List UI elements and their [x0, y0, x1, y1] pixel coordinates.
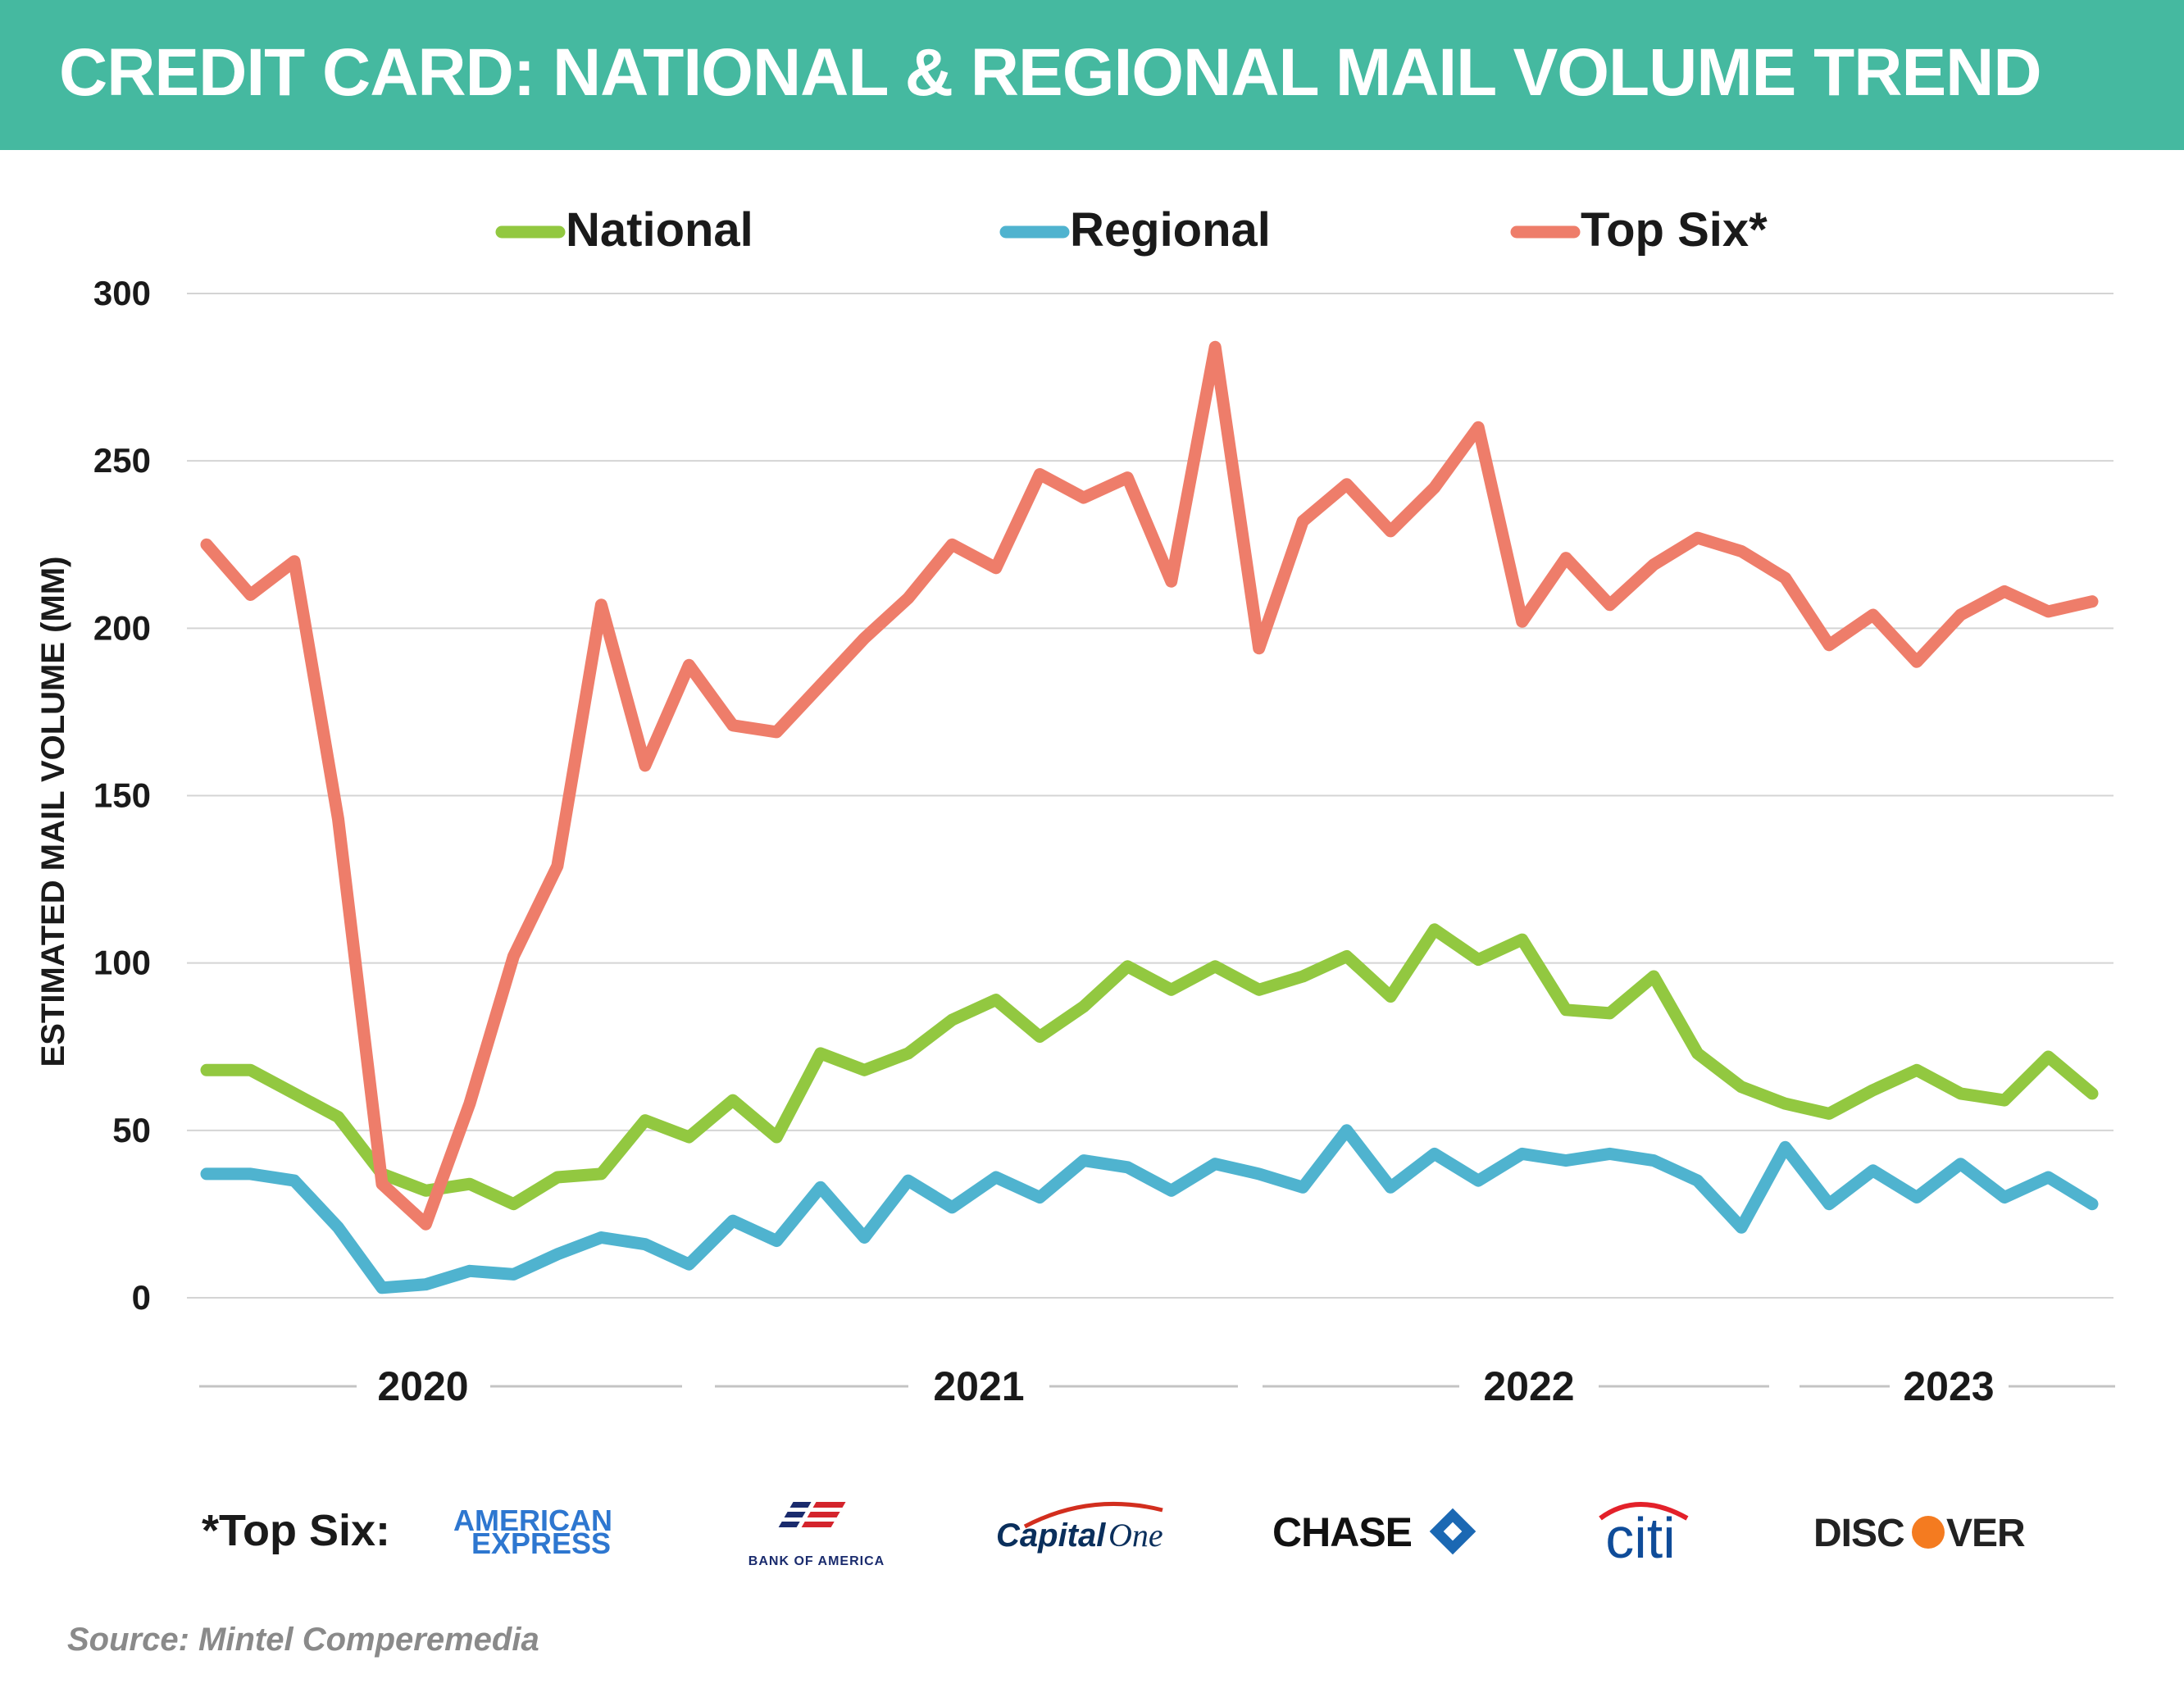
discover-logo: DISC VER	[1813, 1512, 2026, 1555]
y-tick-label: 50	[112, 1111, 151, 1149]
top-six-label: *Top Six:	[202, 1506, 390, 1555]
series-line-national	[200, 923, 2099, 1211]
chase-octagon-icon	[1429, 1508, 1476, 1555]
y-tick-label: 250	[93, 441, 151, 480]
source-note: Source: Mintel Comperemedia	[67, 1622, 539, 1658]
boa-flag-icon	[778, 1502, 846, 1527]
discover-wordmark-part1: DISC	[1813, 1512, 1904, 1555]
chase-wordmark: CHASE	[1272, 1509, 1412, 1555]
top-six-footnote: *Top Six: AMERICAN EXPRESS BANK OF AMERI…	[202, 1501, 2026, 1570]
one-wordmark: One	[1108, 1517, 1163, 1554]
y-tick-label: 200	[93, 608, 151, 647]
y-tick-label: 0	[132, 1278, 151, 1317]
legend: National Regional Top Six*	[495, 203, 1768, 257]
y-tick-label: 150	[93, 776, 151, 815]
amex-line2: EXPRESS	[471, 1526, 611, 1560]
series-line-regional	[200, 1124, 2099, 1294]
discover-wordmark-part2: VER	[1946, 1512, 2025, 1555]
capital-one-logo: Capital One	[996, 1501, 1163, 1554]
legend-regional-label: Regional	[1070, 203, 1271, 257]
title-banner: CREDIT CARD: NATIONAL & REGIONAL MAIL VO…	[0, 0, 2184, 150]
year-label: 2020	[377, 1363, 468, 1409]
discover-o-icon	[1912, 1516, 1945, 1549]
boa-wordmark: BANK OF AMERICA	[748, 1554, 885, 1568]
amex-line1: AMERICAN	[453, 1504, 612, 1537]
citi-logo: citi	[1599, 1502, 1689, 1570]
chart-title: CREDIT CARD: NATIONAL & REGIONAL MAIL VO…	[59, 35, 2042, 110]
chase-logo: CHASE	[1272, 1508, 1476, 1555]
y-tick-label: 300	[93, 274, 151, 312]
series-line-top-six	[200, 340, 2099, 1231]
y-axis-title: ESTIMATED MAIL VOLUME (MM)	[35, 557, 71, 1067]
year-label: 2023	[1903, 1363, 1994, 1409]
y-tick-label: 100	[93, 944, 151, 982]
legend-topsix-label: Top Six*	[1581, 203, 1768, 257]
year-label: 2022	[1483, 1363, 1574, 1409]
year-axis: 2020 2021 2022 2023	[199, 1363, 2115, 1409]
year-label: 2021	[933, 1363, 1024, 1409]
legend-national-label: National	[566, 203, 753, 257]
capital-one-swoosh-icon	[1023, 1501, 1163, 1529]
capital-wordmark: Capital	[996, 1517, 1106, 1554]
grid: 0 50 100 150 200 250 300	[93, 274, 2113, 1317]
series-group	[200, 340, 2099, 1294]
bank-of-america-logo: BANK OF AMERICA	[748, 1502, 885, 1568]
citi-wordmark: citi	[1605, 1506, 1676, 1570]
citi-arc-icon	[1599, 1502, 1689, 1521]
american-express-logo: AMERICAN EXPRESS	[453, 1504, 612, 1560]
